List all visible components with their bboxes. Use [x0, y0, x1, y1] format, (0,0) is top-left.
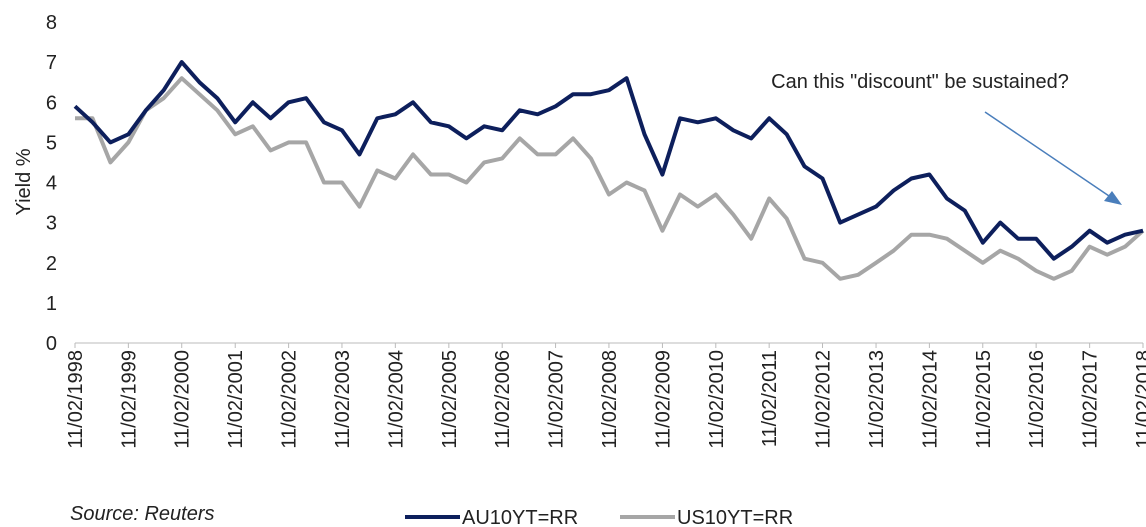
x-tick-label: 11/02/2014 [919, 350, 941, 449]
y-tick-label: 1 [46, 293, 57, 315]
x-tick-label: 11/02/2003 [332, 350, 354, 449]
arrow-head [1104, 191, 1122, 205]
source: Source: Reuters [70, 503, 215, 525]
x-tick-label: 11/02/2017 [1080, 350, 1102, 449]
series-line [73, 60, 1144, 261]
x-tick-label: 11/02/2011 [759, 350, 781, 447]
annotation: Can this "discount" be sustained? [771, 71, 1069, 93]
y-tick-label: 4 [46, 173, 57, 195]
x-tick-label: 11/02/2004 [385, 350, 407, 449]
y-tick-label: 6 [46, 92, 57, 114]
y-tick-label: 7 [46, 52, 57, 74]
x-tick-label: 11/02/2018 [1133, 350, 1146, 449]
x-tick-label: 11/02/1999 [118, 350, 140, 449]
y-tick-label: 0 [46, 333, 57, 355]
x-tick-label: 11/02/2002 [279, 350, 301, 449]
x-tick-label: 11/02/2010 [706, 350, 728, 449]
x-tick-label: 11/02/2008 [599, 350, 621, 449]
y-tick-label: 5 [46, 132, 57, 154]
y-tick-label: 8 [46, 12, 57, 34]
y-tick-label: 2 [46, 253, 57, 275]
x-tick-label: 11/02/2012 [813, 350, 835, 449]
legend-label: US10YT=RR [677, 507, 793, 527]
y-axis-label: Yield % [13, 148, 35, 215]
x-tick-label: 11/02/2013 [866, 350, 888, 449]
x-tick-label: 11/02/2005 [439, 350, 461, 449]
x-tick-label: 11/02/1998 [65, 350, 87, 449]
legend-label: AU10YT=RR [462, 507, 578, 527]
x-tick-label: 11/02/2000 [172, 350, 194, 449]
x-tick-label: 11/02/2016 [1026, 350, 1048, 449]
annotation-arrow [984, 111, 1113, 199]
x-tick-label: 11/02/2007 [546, 350, 568, 449]
x-tick-label: 11/02/2009 [652, 350, 674, 449]
series-line [75, 76, 1145, 281]
x-tick-label: 11/02/2006 [492, 350, 514, 449]
x-tick-label: 11/02/2015 [973, 350, 995, 449]
y-tick-label: 3 [46, 213, 57, 235]
x-tick-label: 11/02/2001 [225, 350, 247, 449]
